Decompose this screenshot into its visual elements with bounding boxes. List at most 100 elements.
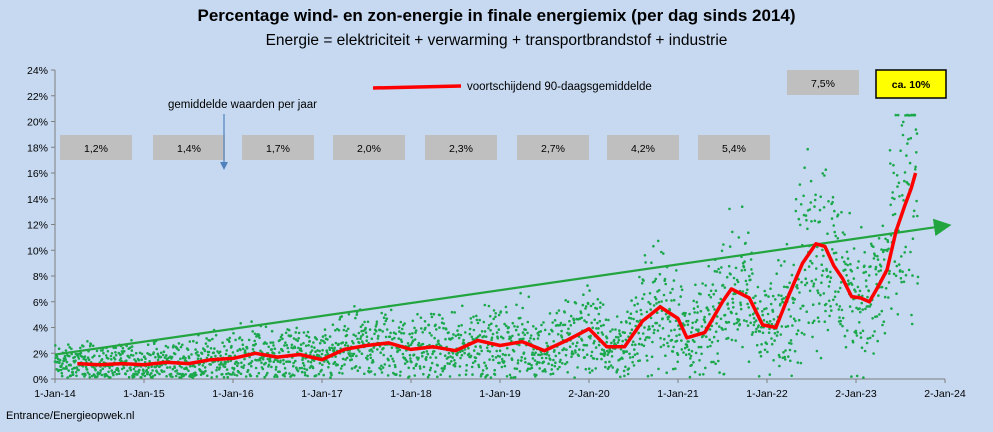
yearly-average-box <box>425 135 497 160</box>
data-point <box>297 331 301 335</box>
data-point <box>373 373 377 376</box>
data-point <box>218 366 222 369</box>
yearly-average-label: 7,5% <box>811 78 835 90</box>
data-point <box>168 366 172 369</box>
data-point <box>100 373 104 377</box>
data-point <box>863 251 866 254</box>
data-point <box>223 365 227 369</box>
data-point <box>538 361 541 364</box>
data-point <box>472 328 476 332</box>
data-point <box>453 311 457 314</box>
data-point <box>309 351 313 354</box>
data-point <box>430 361 434 365</box>
data-point <box>846 329 849 332</box>
data-point <box>159 355 163 359</box>
data-point <box>353 305 356 308</box>
data-point <box>624 338 628 342</box>
data-point <box>703 320 707 324</box>
data-point <box>866 295 869 299</box>
data-point <box>563 311 566 314</box>
data-point <box>117 369 120 373</box>
data-point <box>898 269 902 272</box>
data-point <box>403 322 406 325</box>
data-point <box>77 368 80 372</box>
y-tick-label: 12% <box>27 220 48 232</box>
data-point <box>480 330 484 333</box>
data-point <box>125 359 128 363</box>
data-point <box>204 342 208 345</box>
data-point <box>274 368 278 371</box>
data-point <box>809 201 813 204</box>
data-point <box>911 237 915 240</box>
data-point <box>470 335 474 339</box>
data-point <box>468 327 472 331</box>
data-point <box>713 269 717 273</box>
data-point <box>67 343 70 346</box>
yearly-average-box <box>333 135 405 160</box>
data-point <box>824 309 827 313</box>
data-point <box>677 324 680 327</box>
data-point <box>783 260 786 263</box>
data-point <box>133 358 136 361</box>
data-point <box>646 374 650 378</box>
data-point <box>759 300 762 303</box>
data-point <box>683 314 687 317</box>
data-point <box>601 352 604 356</box>
data-point <box>593 318 596 322</box>
data-point <box>623 374 626 378</box>
data-point <box>144 357 147 361</box>
data-point <box>600 357 603 361</box>
data-point <box>278 351 281 354</box>
data-point <box>675 334 678 338</box>
data-point <box>787 355 790 358</box>
data-point <box>657 300 661 304</box>
data-point <box>430 315 434 319</box>
data-point <box>884 237 887 241</box>
data-point <box>588 371 592 374</box>
data-point <box>453 359 456 362</box>
data-point <box>285 344 289 347</box>
data-point <box>111 371 114 375</box>
data-point <box>435 328 438 331</box>
data-point <box>879 265 883 268</box>
data-point <box>485 367 489 370</box>
data-point <box>305 334 308 338</box>
data-point <box>130 345 134 348</box>
data-point <box>379 368 383 371</box>
data-point <box>736 328 739 331</box>
data-point <box>877 294 880 297</box>
data-point <box>796 329 800 332</box>
data-point <box>889 203 892 207</box>
data-point <box>590 321 593 325</box>
data-point <box>210 371 214 374</box>
moving-average-path <box>77 172 918 367</box>
data-point <box>652 331 656 335</box>
data-point <box>621 357 624 360</box>
data-point <box>107 370 110 374</box>
data-point <box>894 113 898 117</box>
data-point <box>530 364 533 367</box>
data-point <box>195 373 198 377</box>
data-point <box>560 329 563 333</box>
data-point <box>714 330 718 334</box>
data-point <box>508 373 512 377</box>
data-point <box>710 360 713 364</box>
data-point <box>887 247 890 251</box>
data-point <box>447 331 450 334</box>
data-point <box>443 354 447 358</box>
data-point <box>304 344 308 348</box>
x-tick-label: 1-Jan-18 <box>390 388 432 400</box>
data-point <box>607 318 610 322</box>
data-point <box>717 359 720 363</box>
data-point <box>714 289 718 293</box>
data-point <box>634 324 637 328</box>
data-point <box>886 249 889 253</box>
data-point <box>317 372 321 376</box>
data-point <box>383 363 387 366</box>
data-point <box>587 313 590 317</box>
data-point <box>210 376 213 379</box>
data-point <box>777 293 780 297</box>
data-point <box>495 349 499 353</box>
data-point <box>765 307 768 310</box>
data-point <box>650 355 654 359</box>
